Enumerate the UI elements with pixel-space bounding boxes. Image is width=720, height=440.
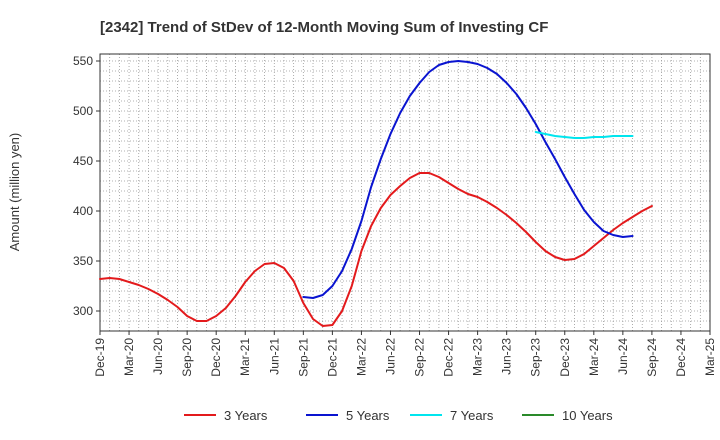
legend-label: 7 Years [450,408,494,423]
series-line [534,131,634,139]
x-tick-label: Dec-19 [93,338,107,377]
x-tick-label: Jun-23 [500,338,514,375]
y-axis-label: Amount (million yen) [7,133,22,252]
x-tick-label: Mar-25 [703,338,717,376]
plot-area: 300 350 400 450 500 550 Dec-19 Mar-20 Jun-20 Sep-… [73,53,717,377]
x-tick-label: Mar-21 [238,338,252,376]
x-tick-label: Dec-21 [325,338,339,377]
legend-label: 3 Years [224,408,268,423]
x-tick-label: Sep-20 [180,338,194,377]
legend-label: 10 Years [562,408,613,423]
x-tick-label: Jun-24 [616,338,630,375]
x-tick-label: Dec-22 [442,338,456,377]
x-tick-label: Dec-23 [558,338,572,377]
y-tick-label: 400 [73,204,93,218]
x-tick-label: Sep-24 [645,338,659,377]
x-tick-label: Sep-22 [413,338,427,377]
y-tick-label: 500 [73,104,93,118]
plot-background [100,54,710,331]
y-tick-label: 350 [73,254,93,268]
x-tick-label: Jun-22 [383,338,397,375]
x-tick-label: Sep-21 [296,338,310,377]
y-tick-label: 300 [73,304,93,318]
series-line [99,172,653,327]
x-tick-label: Mar-23 [471,338,485,376]
x-tick-label: Mar-22 [354,338,368,376]
x-tick-label: Sep-23 [529,338,543,377]
y-tick-label: 550 [73,54,93,68]
x-tick-label: Jun-20 [151,338,165,375]
plot-border [99,53,711,332]
x-tick-label: Dec-24 [674,338,688,377]
legend-label: 5 Years [346,408,390,423]
series-line [302,60,634,299]
x-tick-label: Mar-20 [122,338,136,376]
legend: 3 Years 5 Years 7 Years 10 Years [184,408,613,423]
chart-title: [2342] Trend of StDev of 12-Month Moving… [100,19,548,36]
x-tick-label: Dec-20 [209,338,223,377]
y-tick-label: 450 [73,154,93,168]
x-tick-label: Mar-24 [587,338,601,376]
x-tick-label: Jun-21 [267,338,281,375]
